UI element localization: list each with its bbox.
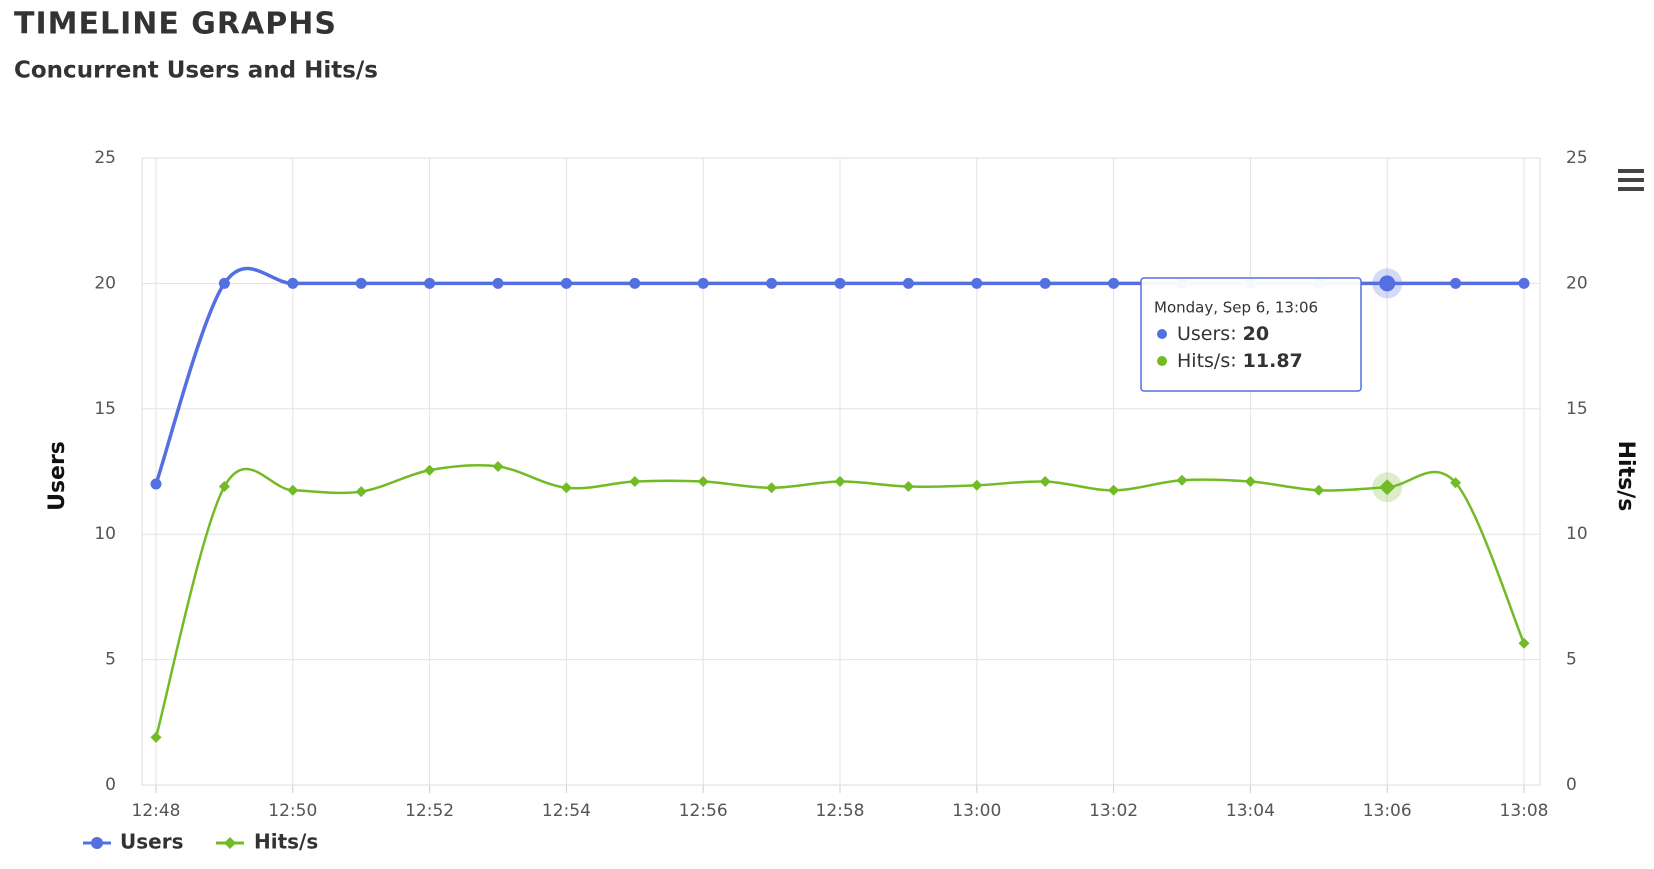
data-point [902,481,914,493]
y-tick-label: 25 [94,148,116,168]
tooltip: Monday, Sep 6, 13:06 Users: 20 Hits/s: 11.… [1140,277,1362,392]
tooltip-series: Hits/s [1177,350,1230,372]
legend-label: Users [120,830,183,854]
tooltip-marker [1157,329,1167,339]
x-tick-label: 12:52 [405,801,454,821]
data-point [1518,637,1530,649]
x-tick-label: 13:08 [1500,801,1549,821]
data-point [697,277,709,289]
data-point [424,464,436,476]
data-point [560,277,572,289]
data-point [766,277,778,289]
plot-border [141,157,1541,786]
data-point [150,478,162,490]
data-point [629,277,641,289]
data-point [766,482,778,494]
data-point [1379,479,1396,496]
page-title: TIMELINE GRAPHS [14,7,337,42]
x-tick-label: 13:06 [1363,801,1412,821]
data-point [1379,275,1396,292]
data-point [1450,277,1462,289]
data-point [629,476,641,488]
tooltip-row: Users: 20 [1177,323,1269,345]
y-tick-label: 20 [94,273,116,293]
data-point [971,479,983,491]
data-point [218,481,230,493]
legend-marker [91,837,103,849]
y2-tick-label: 5 [1566,650,1577,670]
data-point [560,482,572,494]
data-point [1039,277,1051,289]
y-tick-label: 10 [94,524,116,544]
y-axis-label: Users [45,441,70,511]
data-point [1313,484,1325,496]
data-point [1244,476,1256,488]
legend-label: Hits/s [254,830,318,854]
y2-tick-label: 20 [1566,273,1588,293]
data-point [355,277,367,289]
tooltip-row: Hits/s: 11.87 [1177,350,1303,372]
y-tick-label: 5 [105,650,116,670]
tooltip-value: 11.87 [1243,350,1303,372]
x-tick-label: 12:56 [679,801,728,821]
tooltip-series: Users [1177,323,1230,345]
data-point [971,277,983,289]
data-point [1039,476,1051,488]
data-point [492,277,504,289]
x-tick-label: 12:58 [816,801,865,821]
x-tick-label: 12:48 [132,801,181,821]
y2-tick-label: 25 [1566,148,1588,168]
data-point [1176,474,1188,486]
chart-subtitle: Concurrent Users and Hits/s [14,58,378,84]
tooltip-value: 20 [1243,323,1269,345]
tooltip-box [1140,277,1362,392]
data-point [150,731,162,743]
data-point [492,460,504,472]
y2-tick-label: 15 [1566,399,1588,419]
data-point [287,484,299,496]
data-point [1108,277,1120,289]
tooltip-title: Monday, Sep 6, 13:06 [1154,299,1318,317]
x-tick-label: 13:02 [1089,801,1138,821]
data-point [1450,477,1462,489]
y-tick-label: 0 [105,775,116,795]
data-point [697,476,709,488]
tooltip-marker [1157,356,1167,366]
data-point [287,277,299,289]
data-point [355,486,367,498]
data-point [1108,484,1120,496]
data-point [834,277,846,289]
y-tick-label: 15 [94,399,116,419]
x-tick-label: 13:00 [952,801,1001,821]
legend-marker [224,837,236,849]
x-tick-label: 12:54 [542,801,591,821]
data-point [218,277,230,289]
y2-tick-label: 10 [1566,524,1588,544]
y2-tick-label: 0 [1566,775,1577,795]
data-point [834,476,846,488]
data-point [424,277,436,289]
x-tick-label: 12:50 [268,801,317,821]
x-tick-label: 13:04 [1226,801,1275,821]
menu-icon[interactable] [1618,169,1644,191]
data-point [1518,277,1530,289]
data-point [902,277,914,289]
y2-axis-label: Hits/s [1613,441,1638,512]
